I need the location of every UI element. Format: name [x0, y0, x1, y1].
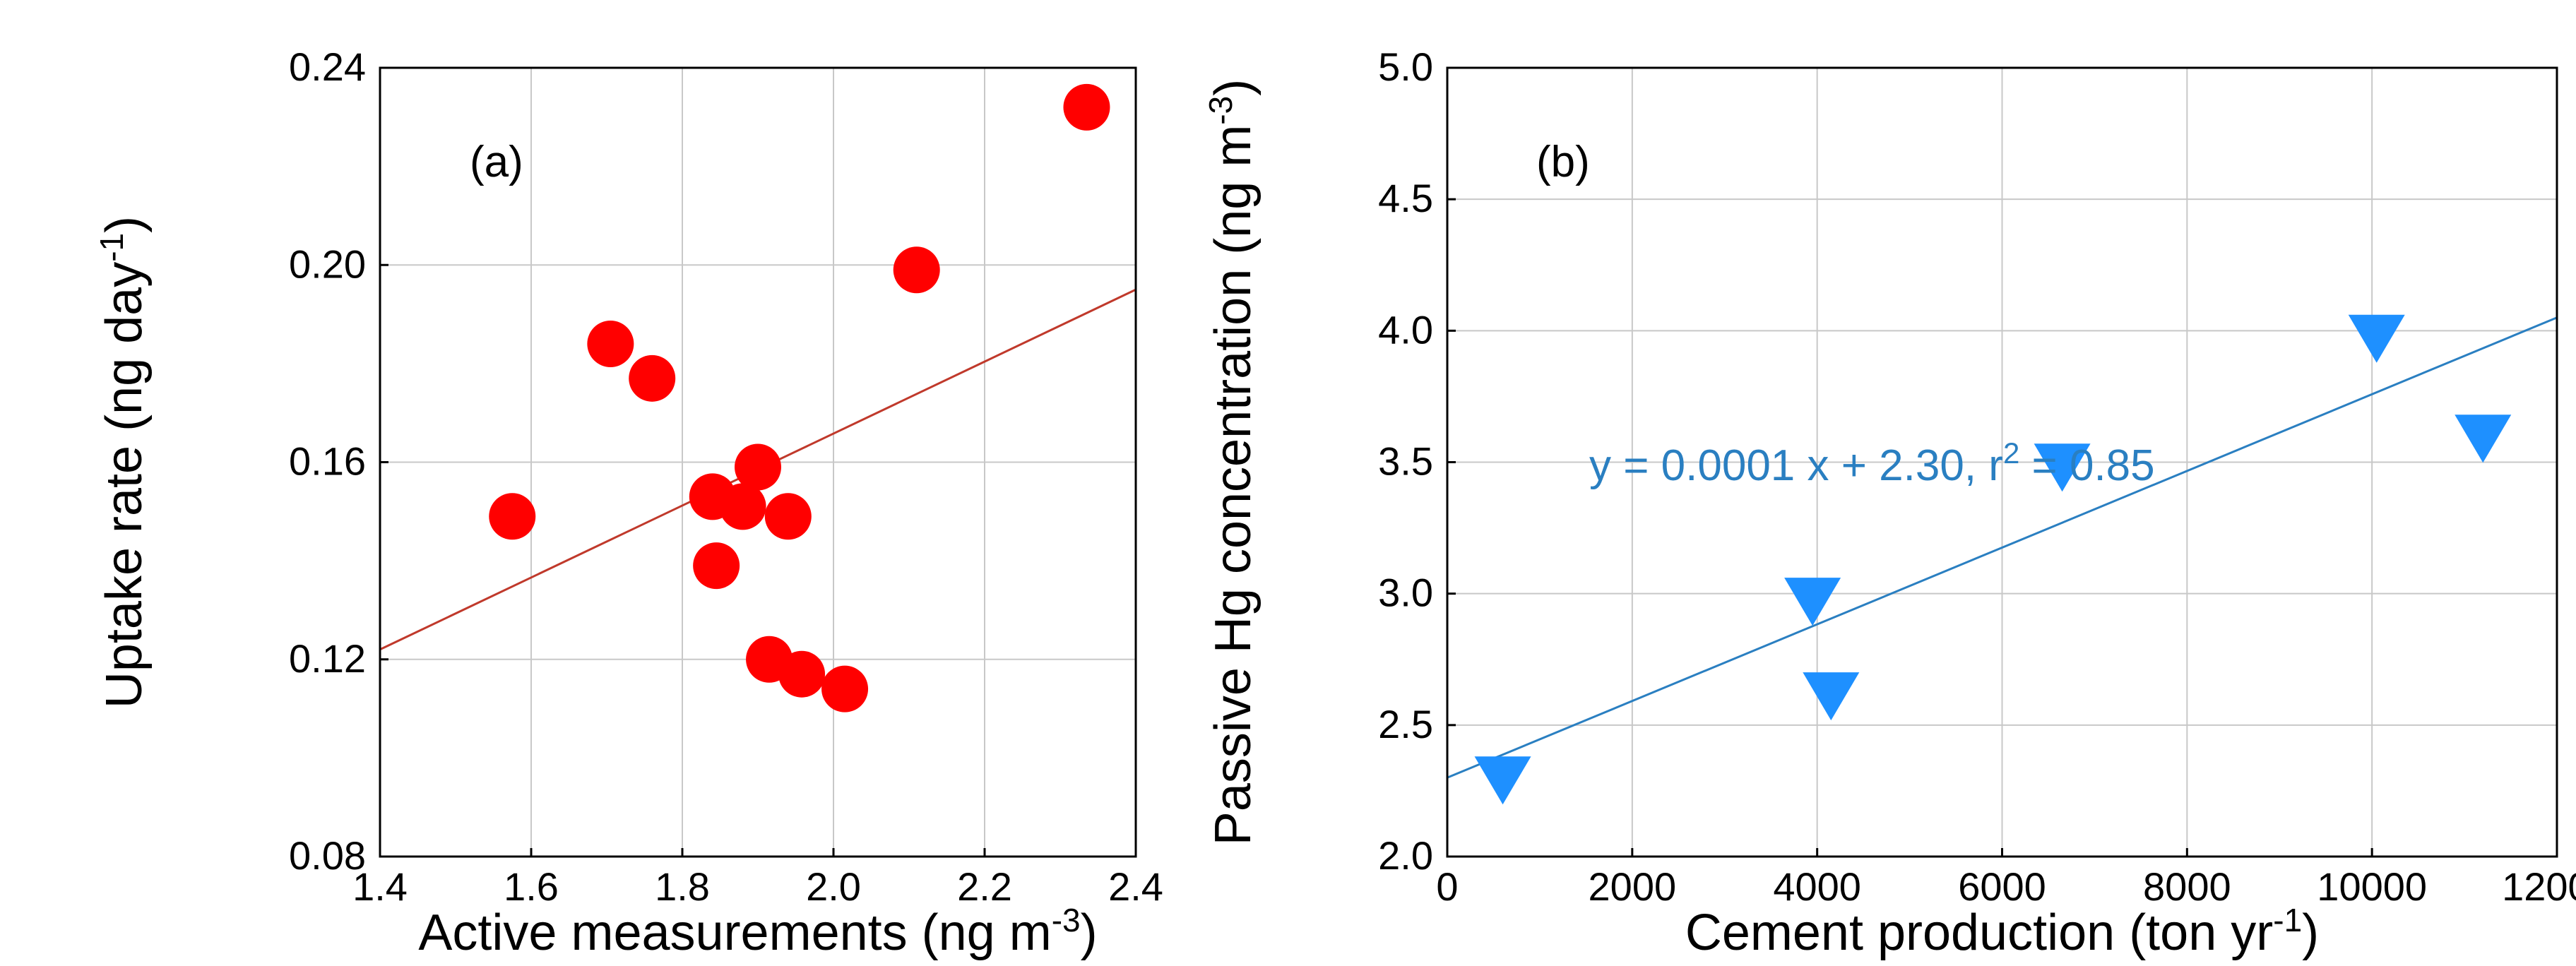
panel-a-ticks [379, 66, 1137, 858]
panel-b-label: (b) [1536, 138, 1590, 186]
panel-b-x-tick-label: 0 [1436, 864, 1458, 909]
panel-b-fit-line [1447, 316, 2558, 779]
panel-a-points [489, 83, 1110, 712]
panel-b-y-tick-label: 2.5 [1378, 702, 1433, 746]
panel-b-points [1474, 314, 2512, 805]
panel-b-y-tick-label: 3.0 [1378, 571, 1433, 615]
panel-b-x-axis-title: Cement production (ton yr-1) [1685, 902, 2319, 961]
panel-a-x-tick-label: 2.0 [806, 864, 861, 909]
panel-a-x-axis-title: Active measurements (ng m-3) [418, 902, 1097, 961]
panel-b-y-tick-label: 4.0 [1378, 307, 1433, 352]
panel-b-y-tick-label: 5.0 [1378, 44, 1433, 89]
panel-a-data-point [735, 443, 781, 491]
panel-a-chart: 1.4 1.6 1.8 2.0 2.2 2.4 0.08 0.12 0.16 0.20 0.24 (a… [93, 44, 1163, 961]
panel-a-data-point [719, 483, 766, 530]
panel-b-y-tick-label: 3.5 [1378, 439, 1433, 484]
panel-a-data-point [821, 665, 869, 712]
panel-a-y-tick-label: 0.16 [289, 439, 366, 484]
panel-b-data-point [1803, 672, 1860, 721]
panel-b-ticks [1446, 66, 2558, 858]
panel-b-x-tick-labels: 0 2000 4000 6000 8000 10000 12000 [1436, 864, 2576, 909]
panel-a-label: (a) [470, 138, 523, 186]
panel-a-x-tick-label: 1.6 [504, 864, 559, 909]
panel-b-data-point [2348, 314, 2405, 363]
panel-b-equation: y = 0.0001 x + 2.30, r2 = 0.85 [1589, 436, 2155, 490]
panel-a-data-point [1063, 83, 1110, 131]
panel-b-x-tick-label: 12000 [2502, 864, 2576, 909]
panel-b-y-tick-labels: 2.0 2.5 3.0 3.5 4.0 4.5 5.0 [1378, 44, 1433, 878]
panel-a-y-tick-label: 0.20 [289, 242, 366, 286]
panel-b-data-point [2034, 443, 2091, 492]
panel-b-data-point [1784, 578, 1841, 626]
panel-a-data-point [893, 246, 940, 294]
panel-a-y-tick-label: 0.24 [289, 44, 366, 89]
panel-a-y-tick-labels: 0.08 0.12 0.16 0.20 0.24 [289, 44, 366, 878]
panel-a-x-tick-label: 1.4 [352, 864, 408, 909]
panel-a-data-point [587, 320, 634, 367]
panel-a-data-point [778, 650, 826, 698]
panel-b-data-point [2455, 415, 2512, 463]
panel-a-y-tick-label: 0.08 [289, 833, 366, 878]
panel-b-chart: 0 2000 4000 6000 8000 10000 12000 2.0 2.5 3.0 3.5 4… [1202, 44, 2576, 961]
panel-a-y-tick-label: 0.12 [289, 636, 366, 681]
panel-b-y-tick-label: 4.5 [1378, 176, 1433, 220]
panel-b-y-axis-title: Passive Hg concentration (ng m-3) [1202, 79, 1262, 845]
panel-b-y-tick-label: 2.0 [1378, 833, 1433, 878]
panel-a-x-tick-label: 2.4 [1108, 864, 1163, 909]
panel-a-data-point [629, 354, 676, 402]
panel-a-x-tick-label: 2.2 [957, 864, 1012, 909]
panel-a-y-axis-title: Uptake rate (ng day-1) [93, 216, 153, 708]
panel-a-data-point [489, 493, 536, 540]
panel-b-x-tick-label: 6000 [1958, 864, 2046, 909]
panel-a-x-tick-label: 1.8 [655, 864, 710, 909]
panel-a-data-point [764, 493, 812, 540]
panel-b-data-point [1474, 756, 1531, 805]
panel-b-x-tick-label: 2000 [1589, 864, 1677, 909]
panel-b-x-tick-label: 10000 [2317, 864, 2427, 909]
panel-b-x-tick-label: 4000 [1773, 864, 1861, 909]
panel-a-x-tick-labels: 1.4 1.6 1.8 2.0 2.2 2.4 [352, 864, 1163, 909]
panel-a-data-point [693, 542, 740, 590]
panel-b-x-tick-label: 8000 [2143, 864, 2231, 909]
